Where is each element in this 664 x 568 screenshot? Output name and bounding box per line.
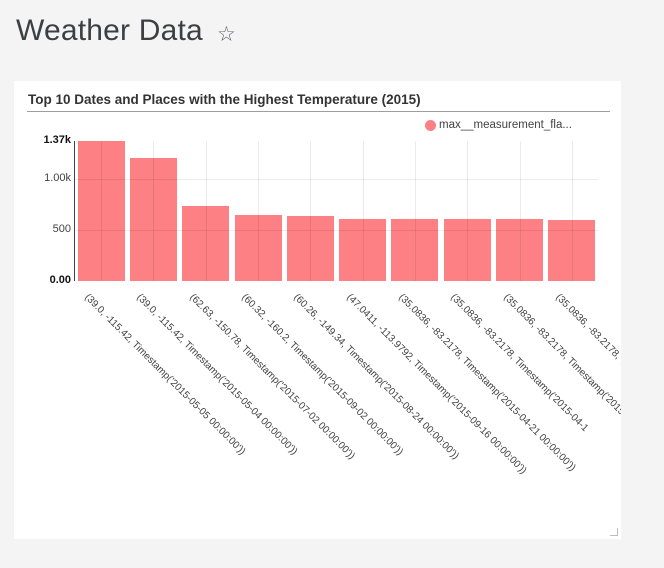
gridline-vertical: [467, 141, 468, 281]
page-title: Weather Data: [16, 14, 203, 47]
gridline-vertical: [101, 141, 102, 281]
bar[interactable]: [286, 215, 334, 281]
y-axis-line: [74, 141, 75, 281]
page-header: Weather Data ☆: [16, 9, 236, 53]
bar[interactable]: [496, 219, 544, 281]
gridline-horizontal: [75, 230, 598, 231]
gridline-horizontal: [75, 179, 598, 180]
bar[interactable]: [182, 206, 230, 281]
gridline-vertical: [310, 141, 311, 281]
bar[interactable]: [234, 215, 282, 281]
bar[interactable]: [339, 218, 387, 281]
gridline-vertical: [415, 141, 416, 281]
bar[interactable]: [391, 219, 439, 281]
x-axis-tick-label: (47.0411, -113.9792, Timestamp('2015-09-…: [343, 292, 529, 477]
star-icon[interactable]: ☆: [216, 23, 236, 46]
legend-label: max__measurement_fla...: [439, 119, 572, 131]
gridline-vertical: [363, 141, 364, 281]
bar-chart: 0.00 500 1.00k 1.37k (39.0, -115.42, Timesta…: [14, 81, 621, 539]
gridline-vertical: [258, 141, 259, 281]
gridline-vertical: [520, 141, 521, 281]
bar[interactable]: [443, 219, 491, 281]
legend-swatch-icon: [425, 119, 436, 131]
y-axis-tick-label: 1.37k: [43, 134, 71, 146]
gridline-vertical: [572, 141, 573, 281]
gridline-vertical: [206, 141, 207, 281]
x-axis-tick-label: (35.0836, -83.2178, Timestamp('2015-04-2…: [396, 292, 578, 474]
title-divider: [27, 111, 610, 112]
resize-handle-icon[interactable]: [610, 528, 618, 536]
legend-item[interactable]: max__measurement_fla...: [425, 118, 572, 132]
chart-card: Top 10 Dates and Places with the Highest…: [14, 81, 621, 539]
y-axis-tick-label: 0.00: [49, 274, 71, 286]
bar[interactable]: [129, 157, 177, 281]
y-axis-tick-label: 1.00k: [44, 172, 71, 184]
bar[interactable]: [77, 141, 125, 281]
bar[interactable]: [548, 219, 596, 281]
chart-title: Top 10 Dates and Places with the Highest…: [28, 92, 421, 107]
y-axis-tick-label: 500: [52, 223, 71, 235]
gridline-vertical: [153, 141, 154, 281]
